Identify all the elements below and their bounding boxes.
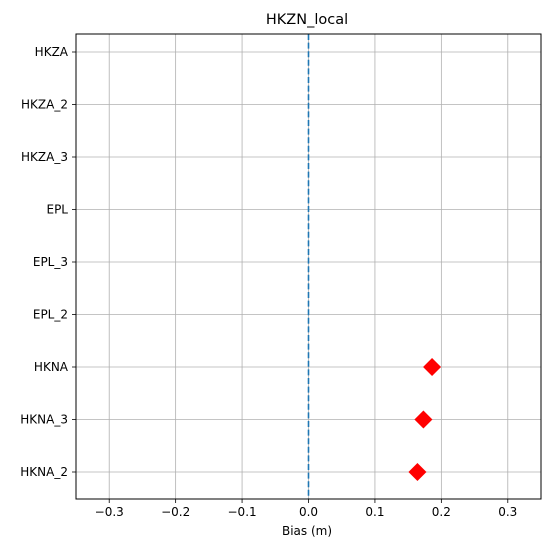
y-tick-label: HKNA_2 <box>20 465 68 479</box>
data-point-hkna-2 <box>408 463 427 481</box>
y-tick-label: EPL_2 <box>33 308 68 322</box>
y-tick-label: HKZA_2 <box>21 98 68 112</box>
y-axis-ticks: HKZA HKZA_2 HKZA_3 EPL EPL_3 EPL_2 HKNA HKNA_3 H… <box>20 45 76 479</box>
y-tick-label: HKZA_3 <box>21 150 68 164</box>
x-tick-label: −0.1 <box>228 505 257 519</box>
y-tick-label: HKNA <box>34 360 69 374</box>
x-tick-label: 0.2 <box>432 505 451 519</box>
y-tick-label: EPL_3 <box>33 255 68 269</box>
x-tick-label: 0.0 <box>299 505 318 519</box>
x-tick-label: 0.1 <box>365 505 384 519</box>
data-point-hkna <box>423 358 442 376</box>
y-tick-label: EPL <box>46 203 68 217</box>
y-tick-label: HKZA <box>35 45 69 59</box>
x-axis-label: Bias (m) <box>282 524 332 538</box>
x-tick-label: 0.3 <box>498 505 517 519</box>
data-points <box>408 358 442 481</box>
x-tick-label: −0.3 <box>95 505 124 519</box>
y-tick-label: HKNA_3 <box>20 413 68 427</box>
x-tick-label: −0.2 <box>161 505 190 519</box>
chart-title: HKZN_local <box>266 12 348 28</box>
data-point-hkna-3 <box>414 410 433 429</box>
x-axis-ticks: −0.3 −0.2 −0.1 0.0 0.1 0.2 0.3 <box>95 499 517 519</box>
